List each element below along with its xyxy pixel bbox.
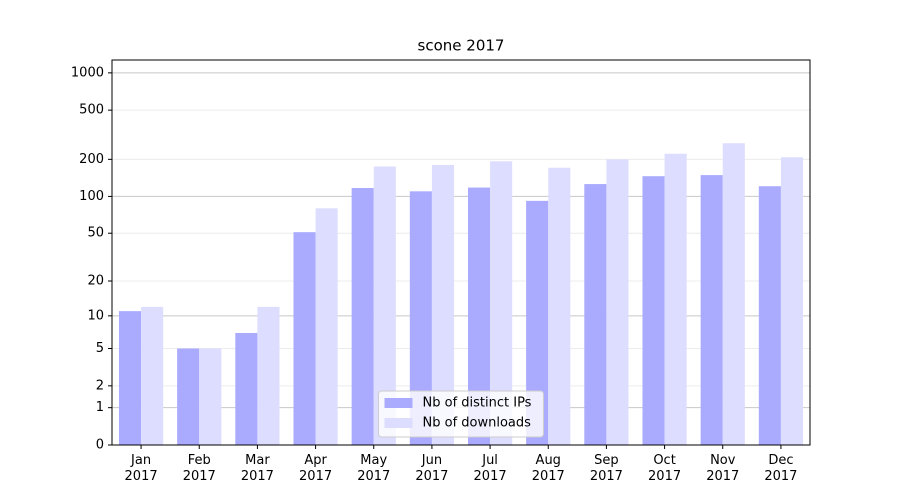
bar [351, 188, 374, 445]
bar [642, 176, 665, 446]
bar [467, 187, 491, 445]
bar [431, 164, 455, 445]
legend-swatch [384, 418, 413, 428]
bar [257, 306, 280, 445]
x-tick-label: Apr 2017 [299, 453, 333, 484]
y-tick-label: 2 [96, 378, 104, 393]
x-tick-label: May 2017 [357, 453, 391, 484]
bar [199, 348, 222, 445]
bar [235, 332, 258, 445]
bar [758, 186, 781, 445]
y-tick-label: 50 [87, 226, 104, 241]
y-tick-label: 5 [96, 341, 104, 356]
x-tick-label: Jan 2017 [124, 453, 158, 484]
bar [700, 175, 723, 445]
legend-frame [378, 390, 544, 438]
x-tick-label: Mar 2017 [240, 453, 274, 484]
bar [780, 157, 804, 445]
y-tick-label: 100 [79, 189, 104, 204]
x-tick-label: Oct 2017 [648, 453, 682, 484]
bar [141, 306, 164, 445]
bar [293, 232, 316, 445]
bar [664, 153, 687, 445]
x-tick-label: Jun 2017 [415, 453, 449, 484]
y-tick-label: 200 [79, 152, 104, 167]
plot-frame [111, 59, 811, 446]
chart-title: scone 2017 [418, 37, 505, 55]
bar [584, 184, 607, 446]
bar [606, 159, 629, 446]
y-tick-label: 1 [96, 400, 104, 415]
bar [526, 200, 549, 445]
x-tick-label: Nov 2017 [706, 453, 740, 484]
legend-label: Nb of downloads [423, 416, 532, 431]
bar [490, 161, 513, 445]
bar [373, 166, 396, 445]
y-tick-label: 10 [87, 308, 104, 323]
x-tick-label: Dec 2017 [764, 453, 798, 484]
y-tick-label: 1000 [71, 65, 104, 80]
legend: Nb of distinct IPs Nb of downloads [378, 390, 544, 438]
bar [722, 143, 745, 445]
y-tick-label: 20 [87, 274, 104, 289]
legend-swatch [384, 398, 413, 408]
x-tick-label: Aug 2017 [531, 453, 565, 484]
y-tick-label: 500 [79, 103, 104, 118]
bar [548, 167, 571, 445]
bar [118, 311, 142, 445]
x-tick-label: Feb 2017 [182, 453, 216, 484]
bar [409, 191, 432, 445]
bar [315, 208, 338, 445]
y-tick-label: 0 [96, 438, 104, 453]
x-tick-label: Jul 2017 [473, 453, 507, 484]
legend-label: Nb of distinct IPs [423, 396, 532, 411]
bar [177, 348, 200, 445]
x-tick-label: Sep 2017 [589, 453, 623, 484]
